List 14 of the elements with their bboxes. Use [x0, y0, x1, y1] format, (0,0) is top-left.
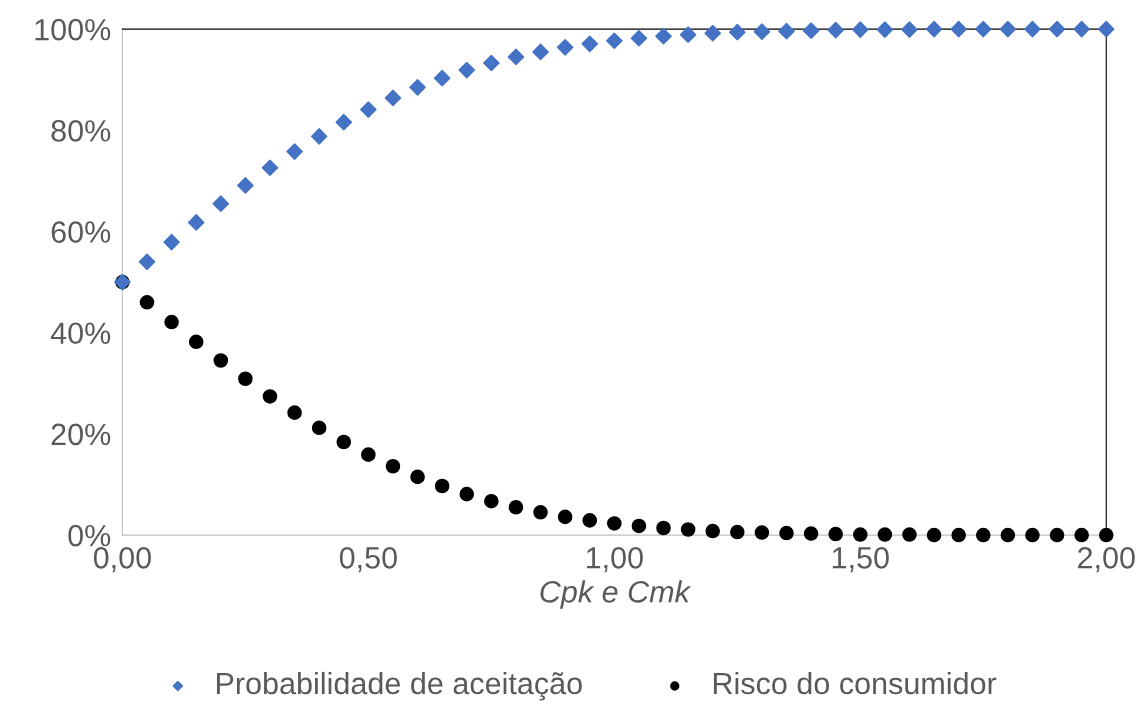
x-tick-label: 0,00 — [93, 547, 151, 573]
x-tick-label: 1,00 — [586, 547, 643, 573]
x-tick-label: 0,50 — [339, 547, 397, 573]
x-tick-label: 2,00 — [1078, 547, 1135, 573]
legend-label: Risco do consumidor — [713, 671, 997, 695]
y-tick-label: 20% — [51, 423, 111, 446]
y-tick-label: 40% — [50, 322, 111, 345]
y-tick-label: 60% — [51, 221, 111, 243]
x-tick-label: 1,50 — [832, 547, 889, 573]
legend-label: Probabilidade de aceitação — [217, 671, 582, 701]
y-tick-label: 0% — [68, 524, 111, 547]
x-axis-title: Cpk e Cmk — [540, 580, 692, 609]
y-tick-label: 100% — [35, 18, 111, 41]
y-tick-label: 80% — [51, 120, 111, 142]
